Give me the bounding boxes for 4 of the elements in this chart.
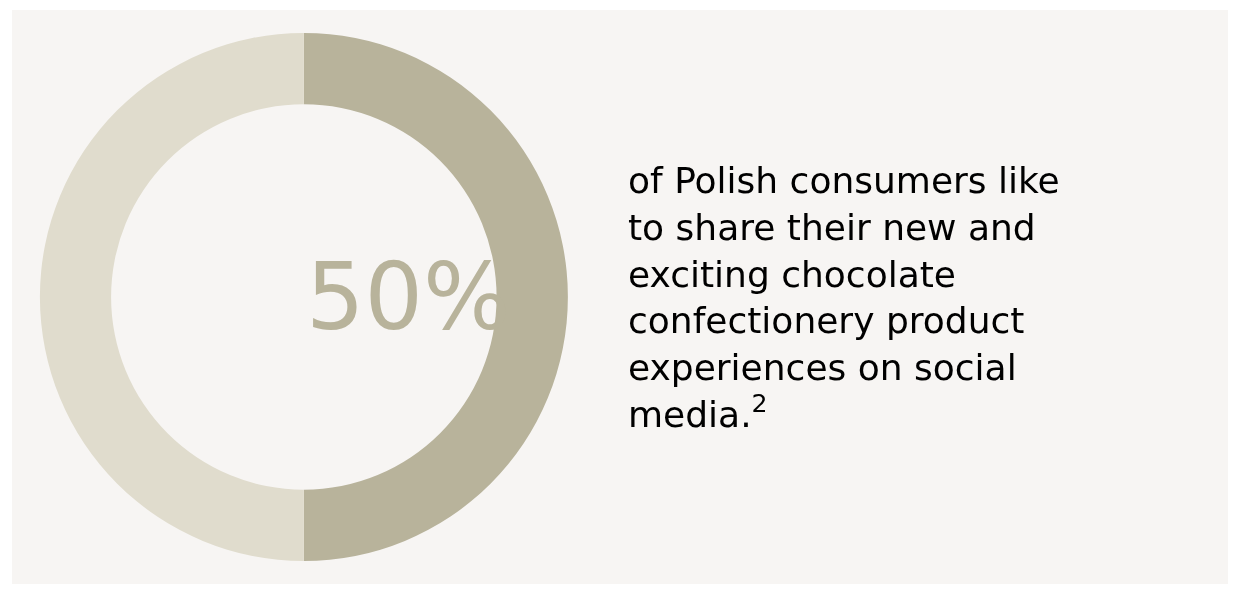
donut-slice: [303, 32, 568, 562]
text: of Polish consumers like to share their new and exciting chocolate confectionery product experiences on social media.$^{2}$: [628, 160, 1060, 435]
data-label: 50%: [306, 244, 511, 351]
donut-slice: [40, 32, 304, 562]
